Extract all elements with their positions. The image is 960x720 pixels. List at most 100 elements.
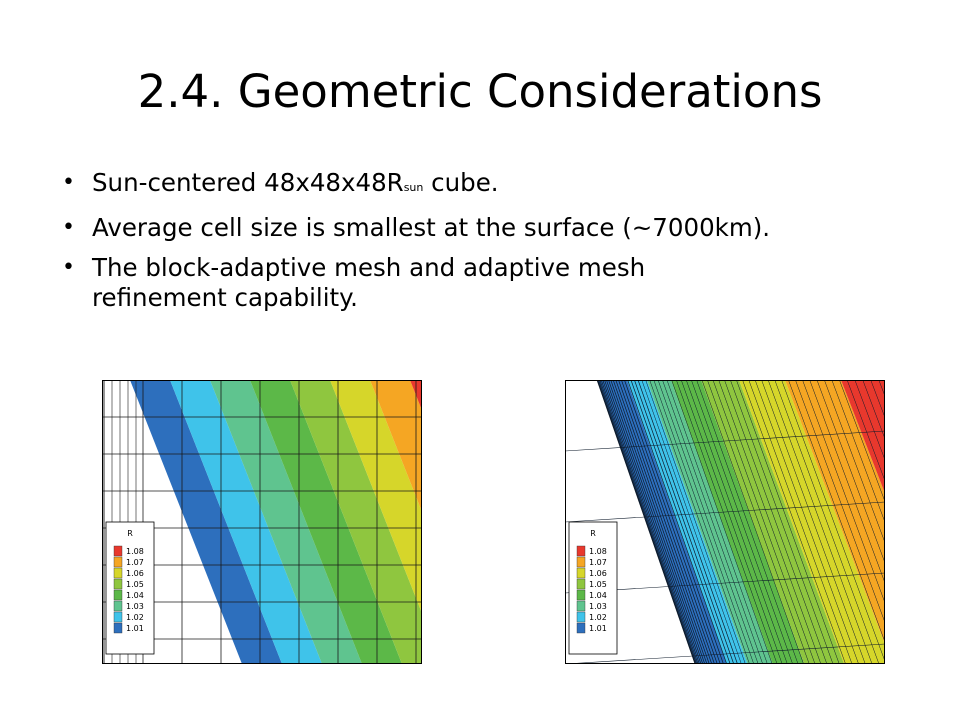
mesh-line-angular bbox=[565, 572, 885, 594]
legend-level-label: 1.07 bbox=[126, 558, 144, 567]
legend-swatch bbox=[576, 556, 586, 568]
plot-frame bbox=[565, 380, 885, 664]
mesh-line-radial bbox=[608, 380, 708, 664]
bullet-text: Average cell size is smallest at the sur… bbox=[92, 213, 771, 242]
bullet-item-domain: • Sun-centered 48x48x48Rsun cube. bbox=[62, 168, 902, 203]
legend-swatch bbox=[113, 556, 123, 568]
legend-level-label: 1.05 bbox=[126, 580, 144, 589]
bullet-item-mesh: • The block-adaptive mesh and adaptive m… bbox=[62, 253, 902, 313]
mesh-line-radial bbox=[748, 380, 853, 664]
mesh-line-radial bbox=[761, 380, 866, 664]
mesh-line-radial bbox=[602, 380, 702, 664]
legend-swatch bbox=[576, 589, 586, 601]
legend-swatch bbox=[576, 567, 586, 579]
mesh-line-radial bbox=[630, 380, 731, 664]
legend-swatch bbox=[113, 545, 123, 557]
legend-level-label: 1.04 bbox=[589, 591, 607, 600]
mesh-line-radial bbox=[598, 380, 698, 664]
mesh-line-radial bbox=[809, 380, 885, 584]
legend-level-label: 1.03 bbox=[589, 602, 607, 611]
legend-swatch bbox=[576, 545, 586, 557]
legend-swatch bbox=[113, 589, 123, 601]
contour-band bbox=[170, 380, 322, 664]
mesh-line-radial bbox=[621, 380, 721, 664]
mesh-line-radial bbox=[600, 380, 700, 664]
mesh-line-radial bbox=[839, 380, 885, 503]
mesh-line-radial bbox=[612, 380, 713, 664]
contour-band bbox=[290, 380, 422, 664]
mesh-line-radial bbox=[816, 380, 885, 564]
mesh-line-radial bbox=[662, 380, 763, 664]
mesh-line-radial bbox=[802, 380, 885, 604]
mesh-line-radial bbox=[730, 380, 834, 664]
contour-band bbox=[370, 380, 422, 512]
mesh-line-radial bbox=[707, 380, 810, 664]
mesh-line-radial bbox=[795, 380, 885, 624]
mesh-line-angular bbox=[565, 430, 885, 452]
mesh-line-radial bbox=[742, 380, 846, 664]
legend-swatch bbox=[113, 611, 123, 623]
contour-band bbox=[841, 380, 885, 494]
mesh-line-radial bbox=[712, 380, 816, 664]
legend-level-label: 1.01 bbox=[589, 624, 607, 633]
mesh-line-radial bbox=[634, 380, 735, 664]
bullet-text: The block-adaptive mesh and adaptive mes… bbox=[92, 253, 646, 282]
legend-swatch bbox=[576, 611, 586, 623]
legend-level-label: 1.06 bbox=[589, 569, 607, 578]
contour-band bbox=[210, 380, 362, 664]
mesh-line-radial bbox=[615, 380, 715, 664]
bullet-dot-icon: • bbox=[62, 170, 75, 195]
legend-title: R bbox=[590, 529, 596, 538]
legend-level-label: 1.07 bbox=[589, 558, 607, 567]
mesh-line-radial bbox=[676, 380, 778, 664]
contour-band bbox=[701, 380, 845, 664]
legend-level-label: 1.04 bbox=[126, 591, 144, 600]
mesh-line-radial bbox=[854, 380, 885, 461]
legend-swatch bbox=[113, 567, 123, 579]
mesh-line-radial bbox=[686, 380, 788, 664]
mesh-line-radial bbox=[846, 380, 885, 482]
contour-band bbox=[785, 380, 885, 645]
mesh-line-radial bbox=[604, 380, 704, 664]
mesh-line-radial bbox=[637, 380, 738, 664]
mesh-line-radial bbox=[599, 380, 699, 664]
mesh-line-radial bbox=[774, 380, 880, 664]
contour-band bbox=[739, 380, 885, 664]
legend-swatch bbox=[113, 622, 123, 634]
mesh-line-radial bbox=[701, 380, 804, 664]
bullet-list: • Sun-centered 48x48x48Rsun cube. • Aver… bbox=[62, 168, 902, 323]
mesh-plot-refined: R 1.08 1.07 1.06 1.05 1.04 1.03 1.02 1.01 bbox=[565, 380, 885, 664]
mesh-line-radial bbox=[724, 380, 828, 664]
mesh-line-radial bbox=[641, 380, 742, 664]
contour-band bbox=[250, 380, 402, 664]
mesh-line-radial bbox=[788, 380, 885, 643]
mesh-figure-refined: R 1.08 1.07 1.06 1.05 1.04 1.03 1.02 1.01 bbox=[565, 380, 885, 664]
legend-level-label: 1.05 bbox=[589, 580, 607, 589]
mesh-line-radial bbox=[754, 380, 859, 664]
mesh-line-radial bbox=[696, 380, 799, 664]
bullet-dot-icon: • bbox=[62, 215, 75, 240]
mesh-line-radial bbox=[624, 380, 724, 664]
mesh-line-radial bbox=[666, 380, 768, 664]
legend-swatch bbox=[113, 578, 123, 590]
slide-title: 2.4. Geometric Considerations bbox=[137, 65, 823, 118]
mesh-line-angular bbox=[565, 501, 885, 523]
mesh-line-radial bbox=[618, 380, 718, 664]
mesh-figure-coarse: R 1.08 1.07 1.06 1.05 1.04 1.03 1.02 1.01 bbox=[102, 380, 422, 664]
legend-swatch bbox=[576, 578, 586, 590]
mesh-line-radial bbox=[767, 380, 873, 664]
mesh-line-radial bbox=[597, 380, 697, 664]
mesh-line-radial bbox=[649, 380, 750, 664]
mesh-line-radial bbox=[645, 380, 746, 664]
legend-swatch bbox=[576, 600, 586, 612]
mesh-line-radial bbox=[718, 380, 822, 664]
legend-level-label: 1.02 bbox=[589, 613, 607, 622]
bullet-dot-icon: • bbox=[62, 255, 75, 280]
legend-swatch bbox=[113, 600, 123, 612]
legend: R 1.08 1.07 1.06 1.05 1.04 1.03 1.02 1.01 bbox=[105, 521, 155, 655]
mesh-line-radial bbox=[657, 380, 759, 664]
bullet-text-tail: cube. bbox=[423, 168, 499, 197]
mesh-line-angular bbox=[565, 643, 885, 664]
subscript-text: sun bbox=[403, 181, 424, 194]
mesh-line-radial bbox=[681, 380, 783, 664]
